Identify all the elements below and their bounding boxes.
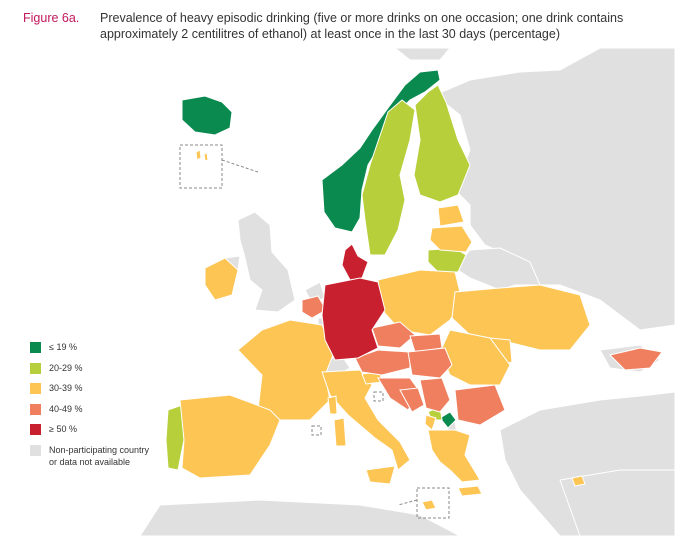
inset-liechtenstein-frame <box>373 391 384 402</box>
inset-malta-frame <box>416 487 450 519</box>
inset-faroe-frame <box>179 144 223 189</box>
legend-swatch <box>30 424 41 435</box>
inset-malta-leader <box>397 499 418 506</box>
legend-item: ≤ 19 % <box>30 341 149 362</box>
legend-item: Non-participating country or data not av… <box>30 444 150 467</box>
country-sardinia <box>333 417 347 447</box>
inset-sanmarino-frame <box>311 425 322 436</box>
country-ireland <box>204 257 239 301</box>
figure-label: Figure 6a. <box>23 11 80 25</box>
legend-label: 20-29 % <box>49 362 83 373</box>
country-estonia <box>437 204 465 227</box>
region-middle-east <box>559 469 675 536</box>
legend-swatch <box>30 362 41 374</box>
country-faroe-islands <box>195 149 209 162</box>
legend-item: 30-39 % <box>30 382 149 403</box>
figure-title: Prevalence of heavy episodic drinking (f… <box>100 11 624 41</box>
country-hungary <box>407 347 453 379</box>
legend-label: 30-39 % <box>49 383 83 393</box>
country-greece <box>427 429 481 483</box>
band-40-49 <box>301 295 663 426</box>
legend-swatch <box>30 342 41 353</box>
region-russia-north <box>434 48 675 331</box>
country-crete <box>457 485 483 497</box>
legend-item: ≥ 50 % <box>30 423 149 444</box>
legend-swatch <box>30 403 41 415</box>
band-ge-50 <box>321 243 386 361</box>
legend: ≤ 19 % 20-29 % 30-39 % 40-49 % ≥ 50 % No… <box>30 341 150 467</box>
country-sicily <box>365 465 396 485</box>
country-serbia <box>419 377 451 413</box>
legend-item: 40-49 % <box>30 403 149 424</box>
country-italy <box>321 369 411 471</box>
country-austria <box>354 349 411 376</box>
band-30-39 <box>179 149 591 511</box>
country-latvia <box>429 225 473 253</box>
country-corsica <box>327 395 338 415</box>
country-norway <box>321 69 441 233</box>
region-north-africa <box>139 499 461 536</box>
band-le-19 <box>181 69 457 429</box>
legend-item: 20-29 % <box>30 362 149 383</box>
legend-swatch <box>30 444 41 456</box>
country-finland <box>413 84 471 203</box>
region-svalbard <box>394 48 451 61</box>
inset-frames <box>179 144 450 519</box>
country-kosovo <box>439 411 457 429</box>
country-belgium <box>301 295 327 319</box>
country-malta <box>421 499 437 511</box>
country-denmark <box>341 243 369 281</box>
country-cyprus <box>571 475 586 487</box>
country-georgia <box>609 347 663 371</box>
country-iceland <box>181 95 233 136</box>
country-sweden <box>361 99 416 256</box>
country-germany <box>321 277 386 361</box>
country-bosnia <box>399 387 425 413</box>
region-uk <box>237 211 296 313</box>
country-czechia <box>371 321 416 349</box>
legend-label: 40-49 % <box>49 403 83 414</box>
legend-label: Non-participating country or data not av… <box>49 444 150 467</box>
legend-label: ≥ 50 % <box>49 424 77 434</box>
country-montenegro <box>424 414 437 431</box>
inset-faroe-leader <box>221 159 259 173</box>
legend-label: ≤ 19 % <box>49 342 77 352</box>
europe-map <box>139 48 675 536</box>
region-belarus <box>454 247 541 291</box>
legend-swatch <box>30 383 41 394</box>
country-ukraine <box>451 284 591 351</box>
figure-header: Figure 6a. Prevalence of heavy episodic … <box>23 10 667 42</box>
country-poland <box>377 269 463 336</box>
country-spain <box>179 394 281 479</box>
country-bulgaria <box>454 384 506 426</box>
